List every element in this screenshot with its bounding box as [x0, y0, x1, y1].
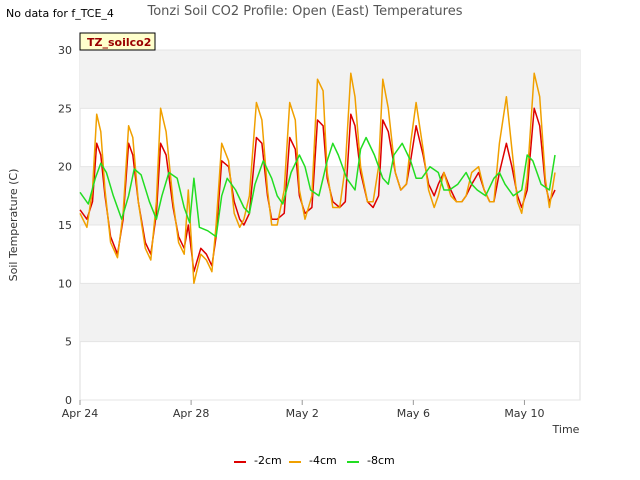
chart-title: Tonzi Soil CO2 Profile: Open (East) Temp…: [146, 4, 462, 19]
series-badge-label: TZ_soilco2: [87, 36, 151, 49]
legend: -2cm -4cm -8cm: [234, 454, 395, 467]
series-line-2cm: [79, 107, 556, 273]
y-axis-label: Soil Temperature (C): [7, 169, 20, 282]
legend-label: -2cm: [254, 454, 282, 467]
no-data-note: No data for f_TCE_4: [6, 7, 114, 20]
x-tick-label: Apr 24: [62, 407, 99, 420]
y-tick-label: 0: [65, 394, 72, 407]
legend-label: -4cm: [309, 454, 337, 467]
y-tick-label: 10: [58, 277, 72, 290]
series-line-4cm: [79, 72, 556, 285]
legend-label: -8cm: [367, 454, 395, 467]
x-tick-label: May 6: [397, 407, 430, 420]
y-tick-label: 30: [58, 44, 72, 57]
x-tick-label: May 10: [504, 407, 544, 420]
x-tick-label: May 2: [286, 407, 319, 420]
y-tick-label: 25: [58, 102, 72, 115]
x-axis-ticks: Apr 24 Apr 28 May 2 May 6 May 10: [62, 400, 545, 420]
grid-band: [80, 50, 580, 109]
series-line-8cm: [79, 136, 556, 238]
y-axis-ticks: 0 5 10 15 20 25 30: [58, 44, 72, 407]
grid-band: [80, 283, 580, 342]
x-tick-label: Apr 28: [173, 407, 210, 420]
y-tick-label: 15: [58, 219, 72, 232]
y-tick-label: 5: [65, 336, 72, 349]
y-tick-label: 20: [58, 161, 72, 174]
series-badge: TZ_soilco2: [79, 32, 156, 51]
series-lines: [79, 72, 556, 285]
x-axis-label: Time: [552, 423, 580, 436]
series-badge-box: [79, 32, 156, 51]
